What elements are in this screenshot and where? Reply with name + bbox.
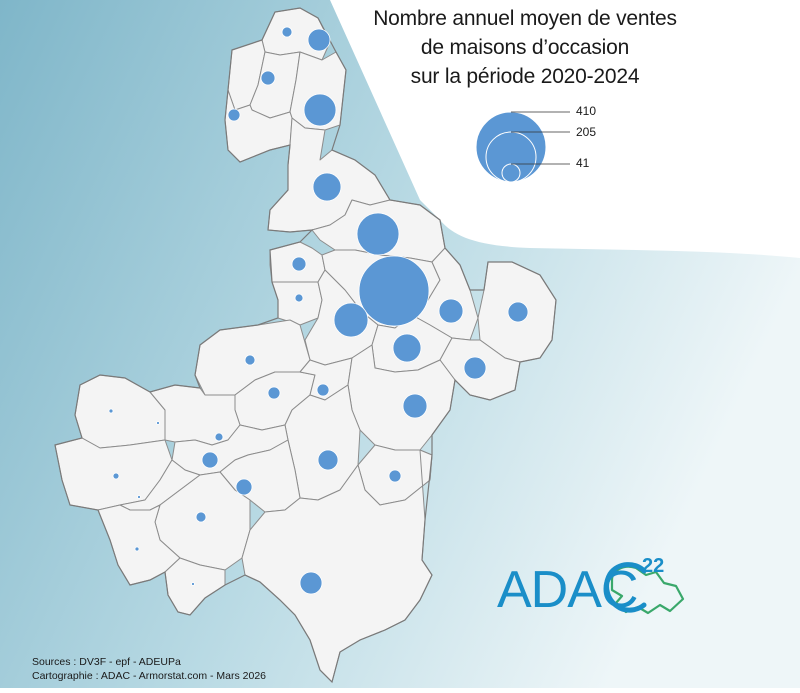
symbol <box>303 93 337 127</box>
legend-circle-41 <box>501 163 521 183</box>
symbol <box>267 386 281 400</box>
symbol <box>317 449 339 471</box>
symbol <box>108 408 114 414</box>
symbol <box>392 333 422 363</box>
symbol <box>214 432 224 442</box>
symbol <box>388 469 402 483</box>
territory-outline <box>54 7 557 684</box>
symbol <box>134 546 140 552</box>
legend-label-41: 41 <box>576 156 590 170</box>
symbol <box>307 28 331 52</box>
symbol <box>333 302 369 338</box>
communes <box>54 7 557 683</box>
title-line-1: Nombre annuel moyen de ventes <box>373 7 677 30</box>
commune <box>271 281 323 326</box>
legend-label-205: 205 <box>576 125 597 139</box>
symbol <box>358 255 430 327</box>
symbol <box>316 383 330 397</box>
symbol <box>137 495 141 499</box>
logo-text: ADAC <box>497 561 638 619</box>
symbol <box>312 172 342 202</box>
title-line-2: de maisons d’occasion <box>420 36 630 59</box>
symbol <box>195 511 207 523</box>
proportional-symbols <box>108 26 529 595</box>
title-line-3: sur la période 2020-2024 <box>410 65 640 88</box>
symbol <box>463 356 487 380</box>
cartography-line: Cartographie : ADAC - Armorstat.com - Ma… <box>32 670 266 682</box>
symbol <box>294 293 304 303</box>
legend-label-410: 410 <box>576 104 597 118</box>
symbol <box>201 451 219 469</box>
symbol <box>112 472 120 480</box>
symbol <box>191 582 195 586</box>
legend-symbols <box>475 111 570 183</box>
symbol <box>281 26 293 38</box>
symbol <box>260 70 276 86</box>
sources-credit: Sources : DV3F - epf - ADEUPa Cartograph… <box>32 655 266 683</box>
logo-c-arc <box>604 562 647 613</box>
symbol <box>156 421 160 425</box>
sources-line: Sources : DV3F - epf - ADEUPa <box>32 656 181 668</box>
symbol <box>291 256 307 272</box>
symbol <box>227 108 241 122</box>
logo-number: 22 <box>642 555 665 577</box>
symbol <box>356 212 400 256</box>
symbol <box>438 298 464 324</box>
symbol <box>402 393 428 419</box>
symbol <box>244 354 256 366</box>
symbol <box>299 571 323 595</box>
map-title: Nombre annuel moyen de ventes de maisons… <box>340 4 710 91</box>
symbol <box>507 301 529 323</box>
symbol <box>235 478 253 496</box>
